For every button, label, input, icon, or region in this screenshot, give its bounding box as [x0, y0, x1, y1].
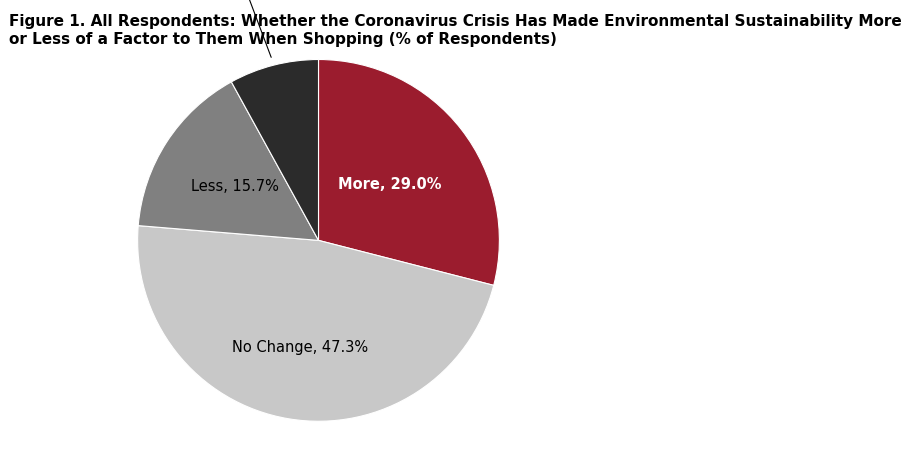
Text: Less, 15.7%: Less, 15.7% — [191, 179, 279, 194]
Text: Figure 1. All Respondents: Whether the Coronavirus Crisis Has Made Environmental: Figure 1. All Respondents: Whether the C… — [9, 14, 902, 47]
Text: Don't Know, 8.0%: Don't Know, 8.0% — [171, 0, 301, 57]
Text: No Change, 47.3%: No Change, 47.3% — [232, 340, 369, 355]
Text: More, 29.0%: More, 29.0% — [339, 178, 441, 192]
Wedge shape — [138, 82, 318, 240]
Wedge shape — [318, 60, 500, 286]
Wedge shape — [231, 60, 318, 240]
Wedge shape — [137, 226, 494, 421]
